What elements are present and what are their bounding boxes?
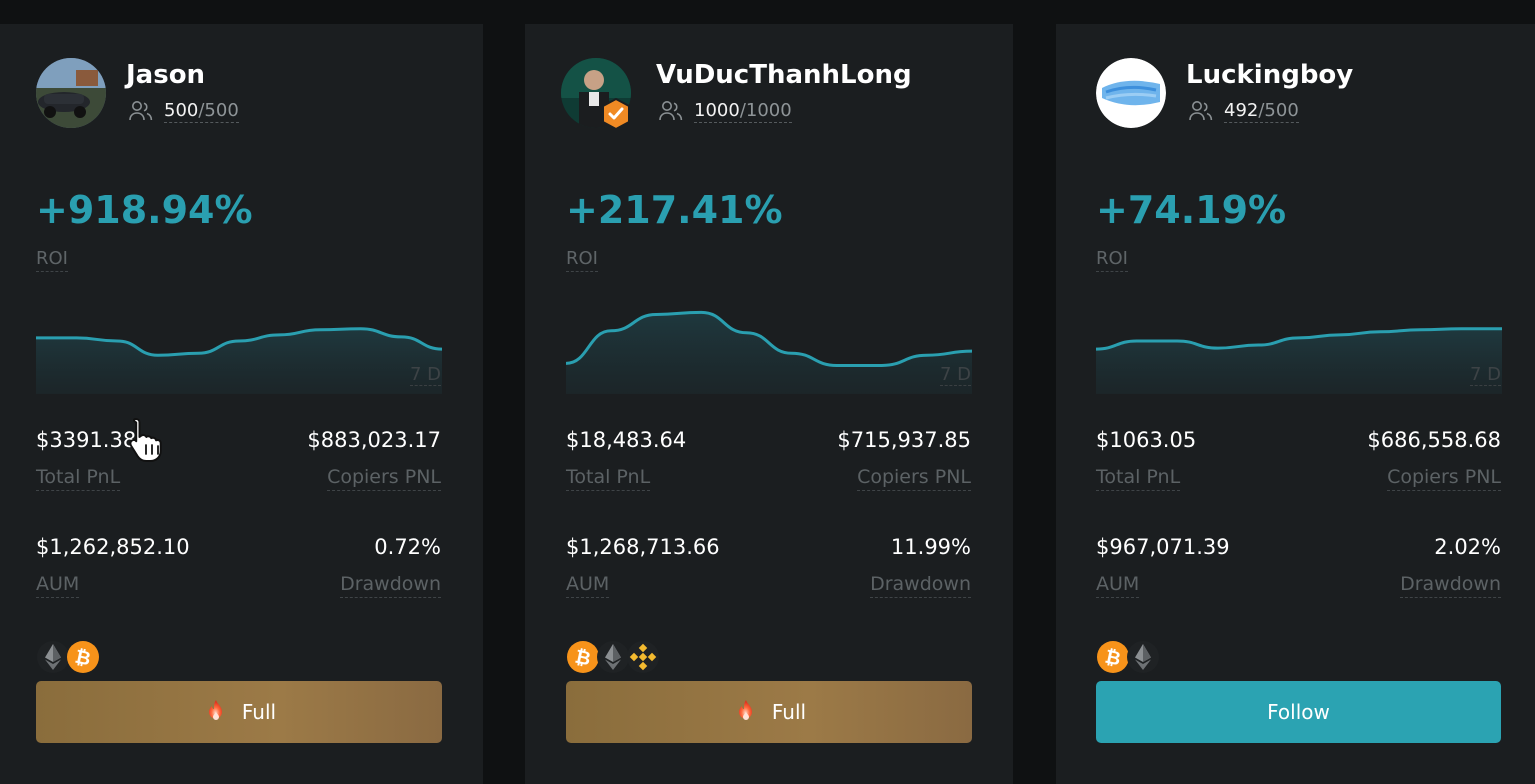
aum-value: $1,262,852.10 [36,535,190,559]
copiers-pnl-label: Copiers PNL [327,466,441,491]
copiers-max: /500 [1258,99,1299,121]
trader-name[interactable]: VuDucThanhLong [656,60,912,90]
copiers-current: 492 [1224,99,1259,121]
binance-coin-icon [627,641,659,673]
total-pnl-value: $1063.05 [1096,428,1197,452]
copiers-count: 500/500 [128,98,239,124]
roi-value: +918.94% [36,188,253,232]
drawdown-label: Drawdown [340,573,441,598]
svg-text:₿: ₿ [1103,646,1123,671]
svg-text:₿: ₿ [73,646,93,671]
avatar[interactable] [1096,58,1166,128]
full-button-label: Full [771,700,807,724]
roi-sparkline-area [566,312,972,394]
bitcoin-icon: ₿ [567,641,599,673]
copiers-current: 1000 [694,99,740,121]
traded-coins: ₿ [566,639,659,675]
follow-button-label: Follow [1267,700,1330,724]
traded-coins: ₿ [1096,639,1159,675]
roi-sparkline-line [1096,327,1502,351]
roi-label: ROI [36,248,68,272]
avatar[interactable] [36,58,106,128]
fire-icon [738,700,752,720]
full-button[interactable]: Full [566,681,972,743]
total-pnl-label: Total PnL [566,466,651,491]
hand-pointer-cursor-icon [129,418,162,462]
copiers-current: 500 [164,99,199,121]
bitcoin-icon: ₿ [1097,641,1129,673]
drawdown-value: 0.72% [374,535,441,559]
drawdown-label: Drawdown [870,573,971,598]
fire-icon [208,700,222,720]
roi-sparkline [36,327,442,394]
roi-value: +74.19% [1096,188,1287,232]
ethereum-icon [37,641,69,673]
avatar[interactable] [561,58,631,130]
aum-value: $967,071.39 [1096,535,1230,559]
aum-value: $1,268,713.66 [566,535,720,559]
period-label: 7 D [409,364,441,386]
roi-sparkline [566,310,972,394]
trader-card[interactable]: Jason 500/500 +918.94% ROI 7 D $3391.38 … [0,24,483,784]
roi-sparkline-line [566,310,972,367]
copiers-max: /1000 [739,99,792,121]
ethereum-icon [1127,641,1159,673]
aum-label: AUM [1096,573,1140,598]
drawdown-value: 11.99% [890,535,971,559]
total-pnl-label: Total PnL [1096,466,1181,491]
roi-label: ROI [1096,248,1128,272]
drawdown-value: 2.02% [1434,535,1501,559]
trader-card[interactable]: Luckingboy 492/500 +74.19% ROI 7 D $1063… [1056,24,1535,784]
copiers-pnl-label: Copiers PNL [1387,466,1501,491]
copiers-pnl-value: $686,558.68 [1367,428,1501,452]
full-button-label: Full [241,700,277,724]
drawdown-label: Drawdown [1400,573,1501,598]
verified-badge-icon [602,98,630,130]
aum-label: AUM [36,573,80,598]
ethereum-icon [597,641,629,673]
copiers-count: 492/500 [1188,98,1299,124]
follow-button[interactable]: Follow [1096,681,1501,743]
users-icon [1189,101,1213,121]
period-label: 7 D [1469,364,1501,386]
total-pnl-label: Total PnL [36,466,121,491]
copiers-pnl-label: Copiers PNL [857,466,971,491]
roi-sparkline [1096,327,1502,394]
period-label: 7 D [939,364,971,386]
copiers-count: 1000/1000 [658,98,792,124]
total-pnl-value: $18,483.64 [566,428,687,452]
bitcoin-icon: ₿ [67,641,99,673]
users-icon [659,101,683,121]
svg-text:₿: ₿ [573,646,593,671]
roi-sparkline-line [36,327,442,357]
users-icon [129,101,153,121]
trader-card[interactable]: VuDucThanhLong 1000/1000 +217.41% ROI 7 … [525,24,1013,784]
copiers-pnl-value: $883,023.17 [307,428,441,452]
aum-label: AUM [566,573,610,598]
copiers-pnl-value: $715,937.85 [837,428,971,452]
roi-value: +217.41% [566,188,783,232]
total-pnl-value: $3391.38 [36,428,137,452]
copiers-max: /500 [198,99,239,121]
full-button[interactable]: Full [36,681,442,743]
roi-label: ROI [566,248,598,272]
trader-name[interactable]: Jason [126,60,206,90]
traded-coins: ₿ [36,639,99,675]
trader-name[interactable]: Luckingboy [1186,60,1354,90]
roi-sparkline-area [36,328,442,394]
